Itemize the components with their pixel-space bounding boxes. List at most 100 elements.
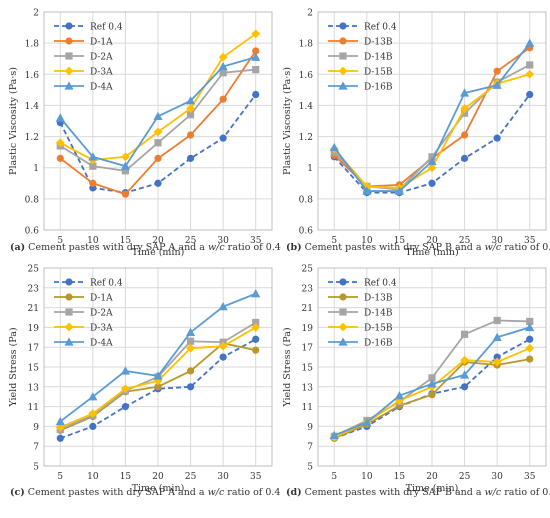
y-tick-label: 25	[302, 265, 314, 275]
data-point-square	[339, 52, 347, 60]
data-point-triangle	[394, 391, 405, 400]
x-tick-label: 35	[250, 472, 262, 482]
legend: Ref 0.4 D-1A D-2A D-3A D-4A	[54, 278, 123, 349]
y-tick-label: 0.8	[25, 195, 40, 205]
y-axis-label: Yield Stress (Pa)	[282, 327, 293, 407]
data-point-circle	[89, 179, 97, 187]
data-point-diamond	[338, 66, 348, 76]
legend-label: D-3A	[90, 68, 113, 78]
x-axis-label: Time (min)	[132, 247, 185, 258]
data-point-circle	[252, 47, 260, 55]
x-tick-label: 15	[120, 472, 132, 482]
x-tick-label: 10	[361, 236, 373, 246]
data-point-triangle	[394, 186, 405, 195]
data-point-triangle	[525, 38, 535, 47]
legend-label: D-13B	[364, 38, 393, 48]
legend-label: D-4A	[90, 83, 113, 93]
data-point-square	[219, 69, 227, 77]
y-tick-label: 1.4	[25, 102, 40, 112]
y-tick-label: 1.8	[25, 40, 40, 50]
data-point-circle	[65, 278, 73, 286]
data-point-circle	[56, 434, 64, 442]
data-point-circle	[252, 335, 260, 343]
caption-d: (d) Cement pastes with dry SAP B and a w…	[286, 487, 550, 498]
y-tick-label: 1.4	[299, 102, 314, 112]
data-point-triangle	[88, 152, 98, 161]
y-tick-label: 1.8	[299, 40, 314, 50]
data-point-triangle	[459, 88, 470, 97]
data-point-triangle	[120, 366, 131, 375]
legend-label: Ref 0.4	[364, 23, 397, 33]
legend: Ref 0.4 D-1A D-2A D-3A D-4A	[54, 22, 123, 93]
legend-label: D-1A	[90, 294, 113, 304]
data-point-circle	[154, 383, 162, 391]
y-tick-label: 21	[28, 304, 39, 314]
y-axis-label: Plastic Viscosity (Pa·s)	[282, 67, 293, 175]
data-point-diamond	[218, 341, 228, 351]
y-tick-label: 23	[302, 284, 314, 294]
plot-frame	[317, 267, 547, 467]
y-tick-label: 19	[28, 324, 40, 334]
data-point-triangle	[88, 392, 98, 401]
data-point-circle	[121, 403, 130, 411]
x-tick-label: 25	[185, 472, 197, 482]
data-point-circle	[186, 367, 195, 375]
data-point-diamond	[153, 127, 163, 137]
data-point-diamond	[121, 384, 130, 394]
y-tick-label: 15	[302, 364, 314, 374]
data-point-square	[526, 317, 534, 326]
data-point-circle	[428, 391, 436, 399]
y-tick-label: 2	[307, 9, 313, 19]
y-axis-label: Yield Stress (Pa)	[8, 327, 19, 407]
data-point-square	[526, 61, 534, 69]
x-tick-label: 35	[524, 236, 536, 246]
chart-panel-d: 5 7 9 11 13 15 17 19 21 23 25 5 10 15 20 25 30 35 Time (mi…	[282, 265, 547, 494]
y-tick-label: 2	[33, 9, 39, 19]
x-tick-label: 5	[57, 236, 63, 246]
data-point-square	[252, 318, 260, 327]
legend-label: D-15B	[364, 68, 393, 78]
data-point-diamond	[338, 322, 348, 332]
data-point-diamond	[121, 152, 130, 162]
y-tick-label: 13	[28, 383, 40, 393]
x-tick-label: 25	[459, 236, 471, 246]
data-point-triangle	[185, 96, 196, 105]
data-point-diamond	[218, 52, 228, 62]
data-point-square	[89, 162, 97, 170]
data-point-circle	[460, 154, 469, 162]
data-point-triangle	[251, 289, 261, 298]
y-tick-label: 17	[28, 344, 40, 354]
y-tick-label: 1.6	[299, 71, 314, 81]
data-point-triangle	[64, 337, 74, 346]
x-tick-label: 30	[217, 236, 229, 246]
data-point-diamond	[64, 66, 74, 76]
data-point-triangle	[55, 416, 65, 426]
data-point-diamond	[427, 163, 437, 173]
data-point-triangle	[427, 379, 437, 388]
data-point-triangle	[218, 302, 228, 311]
data-point-circle	[186, 131, 195, 139]
x-tick-label: 25	[459, 472, 471, 482]
data-point-triangle	[459, 370, 470, 379]
data-point-square	[460, 330, 469, 338]
caption-letter: (b)	[286, 242, 302, 253]
x-tick-label: 10	[361, 472, 373, 482]
data-point-circle	[65, 37, 73, 45]
x-tick-label: 5	[331, 236, 337, 246]
legend-label: D-16B	[364, 339, 393, 349]
caption-italic: w/c	[485, 242, 502, 253]
x-axis-label: TIme (min)	[405, 247, 458, 258]
caption-tail: ratio of 0.4	[225, 242, 281, 253]
y-tick-label: 1.2	[299, 133, 313, 143]
x-tick-label: 15	[394, 472, 406, 482]
data-point-circle	[460, 383, 469, 391]
data-point-square	[186, 111, 195, 119]
data-point-circle	[219, 95, 227, 103]
y-tick-label: 11	[28, 403, 39, 413]
x-tick-label: 15	[120, 236, 132, 246]
data-point-square	[339, 308, 347, 316]
data-point-square	[460, 109, 469, 117]
y-tick-label: 5	[33, 463, 39, 473]
